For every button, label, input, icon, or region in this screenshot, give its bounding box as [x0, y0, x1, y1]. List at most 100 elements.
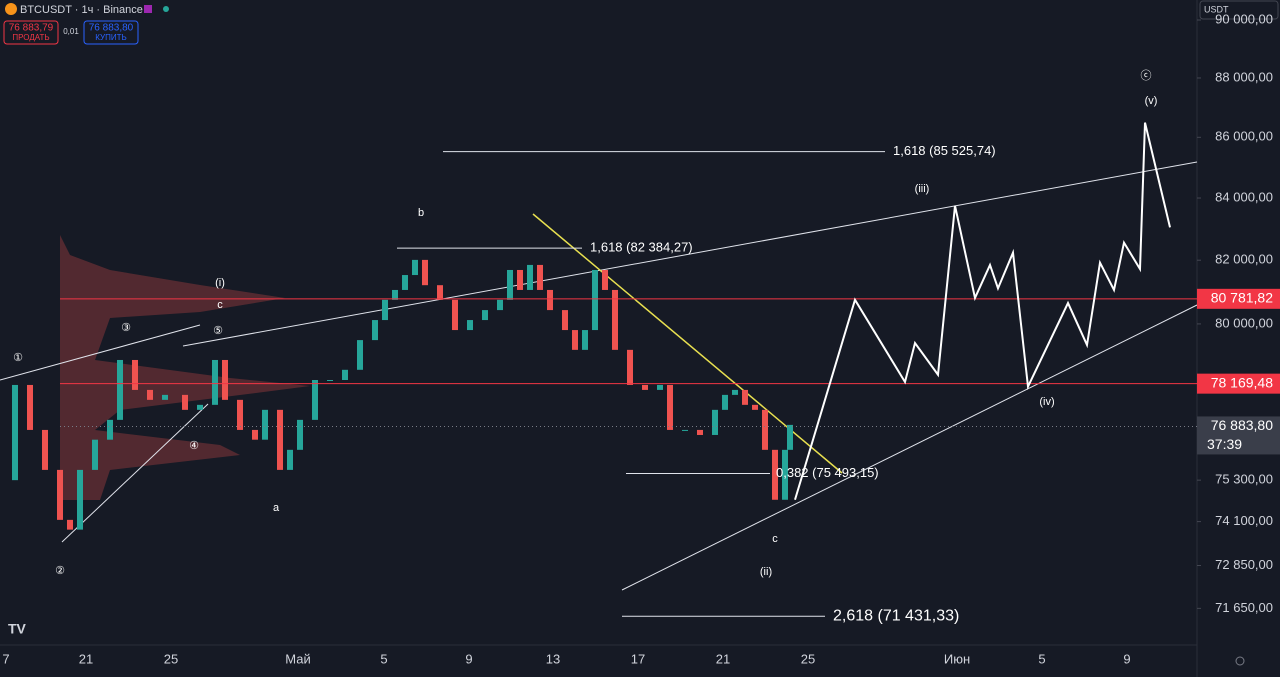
candle: [147, 389, 153, 400]
candle: [592, 269, 598, 331]
y-tick-label: 88 000,00: [1215, 69, 1273, 84]
currency: USDT: [1204, 4, 1229, 14]
candle: [252, 429, 258, 440]
candle: [357, 340, 363, 370]
trend-line: [0, 324, 201, 381]
y-tick-label: 71 650,00: [1215, 600, 1273, 615]
candle: [312, 380, 318, 420]
candle: [222, 359, 228, 400]
candle: [422, 259, 428, 286]
price-tag: [1197, 416, 1280, 455]
trend-line: [182, 161, 1198, 347]
price-tag-label: 78 169,48: [1211, 374, 1273, 390]
candle: [57, 469, 63, 520]
candle: [572, 330, 578, 350]
candle: [772, 449, 778, 500]
spread: 0,01: [63, 27, 79, 36]
wave-label: c: [217, 299, 223, 311]
candle: [392, 289, 398, 300]
candle: [372, 320, 378, 341]
x-tick-label: 25: [164, 651, 178, 666]
candle: [42, 429, 48, 470]
y-tick-label: 82 000,00: [1215, 252, 1273, 267]
wave-label: a: [273, 502, 280, 514]
x-tick-label: Июн: [944, 651, 970, 666]
candle: [67, 519, 73, 530]
candle: [117, 359, 123, 420]
candle: [452, 299, 458, 331]
candle: [697, 429, 703, 435]
wave-label: ①: [13, 352, 23, 364]
wave-label: (ii): [760, 566, 772, 578]
candle: [297, 419, 303, 450]
candle: [27, 384, 33, 430]
y-tick-label: 74 100,00: [1215, 513, 1273, 528]
candle: [182, 394, 188, 410]
candle: [722, 394, 728, 410]
x-tick-label: 21: [716, 651, 730, 666]
candle: [412, 259, 418, 276]
x-tick-label: 17: [631, 651, 645, 666]
candle: [287, 449, 293, 470]
x-tick-label: 9: [1123, 651, 1130, 666]
candle: [197, 404, 203, 410]
candle: [132, 359, 138, 390]
candle: [732, 389, 738, 395]
candle: [107, 419, 113, 440]
candle: [712, 409, 718, 435]
wave-label: (v): [1145, 95, 1158, 107]
buy-button[interactable]: [83, 20, 139, 45]
wave-label: ③: [121, 322, 131, 334]
candle: [547, 289, 553, 311]
settings-icon[interactable]: [1235, 656, 1245, 666]
candle: [382, 299, 388, 321]
wave-label: ⑤: [213, 325, 223, 337]
fib-label: 0,382 (75 493,15): [776, 465, 879, 480]
price-tag-label: 76 883,80: [1211, 417, 1273, 433]
wave-label: b: [418, 207, 424, 219]
sell-button[interactable]: [3, 20, 59, 45]
x-tick-label: 21: [79, 651, 93, 666]
candle: [562, 310, 568, 331]
candle: [402, 275, 408, 290]
logo: TV: [8, 621, 27, 637]
trend-lines: [0, 161, 1198, 591]
candle: [497, 299, 503, 311]
candle: [92, 439, 98, 470]
wave-label: (i): [215, 277, 225, 289]
candle: [237, 399, 243, 430]
candle: [582, 330, 588, 350]
trend-line: [61, 403, 209, 543]
buy-label: КУПИТЬ: [95, 33, 126, 42]
y-tick-label: 86 000,00: [1215, 129, 1273, 144]
y-tick-label: 90 000,00: [1215, 11, 1273, 26]
fib-label: 1,618 (82 384,27): [590, 240, 693, 255]
x-tick-label: 7: [2, 651, 9, 666]
candle: [277, 409, 283, 470]
candle: [482, 310, 488, 321]
candle: [602, 269, 608, 290]
candle: [762, 409, 768, 450]
currency-select[interactable]: [1199, 0, 1279, 20]
candle: [12, 384, 18, 481]
buy-price: 76 883,80: [89, 23, 134, 34]
wave-label: (iv): [1039, 396, 1054, 408]
candle: [527, 264, 533, 290]
candle: [537, 264, 543, 290]
x-tick-label: 5: [1038, 651, 1045, 666]
y-tick-label: 84 000,00: [1215, 189, 1273, 204]
candle: [342, 369, 348, 381]
coin-icon: [5, 3, 17, 15]
price-tag: [1197, 288, 1280, 309]
wave-label: c: [772, 533, 778, 545]
price-tag: [1197, 373, 1280, 394]
trend-line: [621, 304, 1198, 591]
y-tick-label: 80 000,00: [1215, 315, 1273, 330]
sell-price: 76 883,79: [9, 23, 54, 34]
status-dot: [163, 6, 169, 12]
x-tick-label: 25: [801, 651, 815, 666]
y-tick-label: 75 300,00: [1215, 472, 1273, 487]
candle: [642, 384, 648, 390]
